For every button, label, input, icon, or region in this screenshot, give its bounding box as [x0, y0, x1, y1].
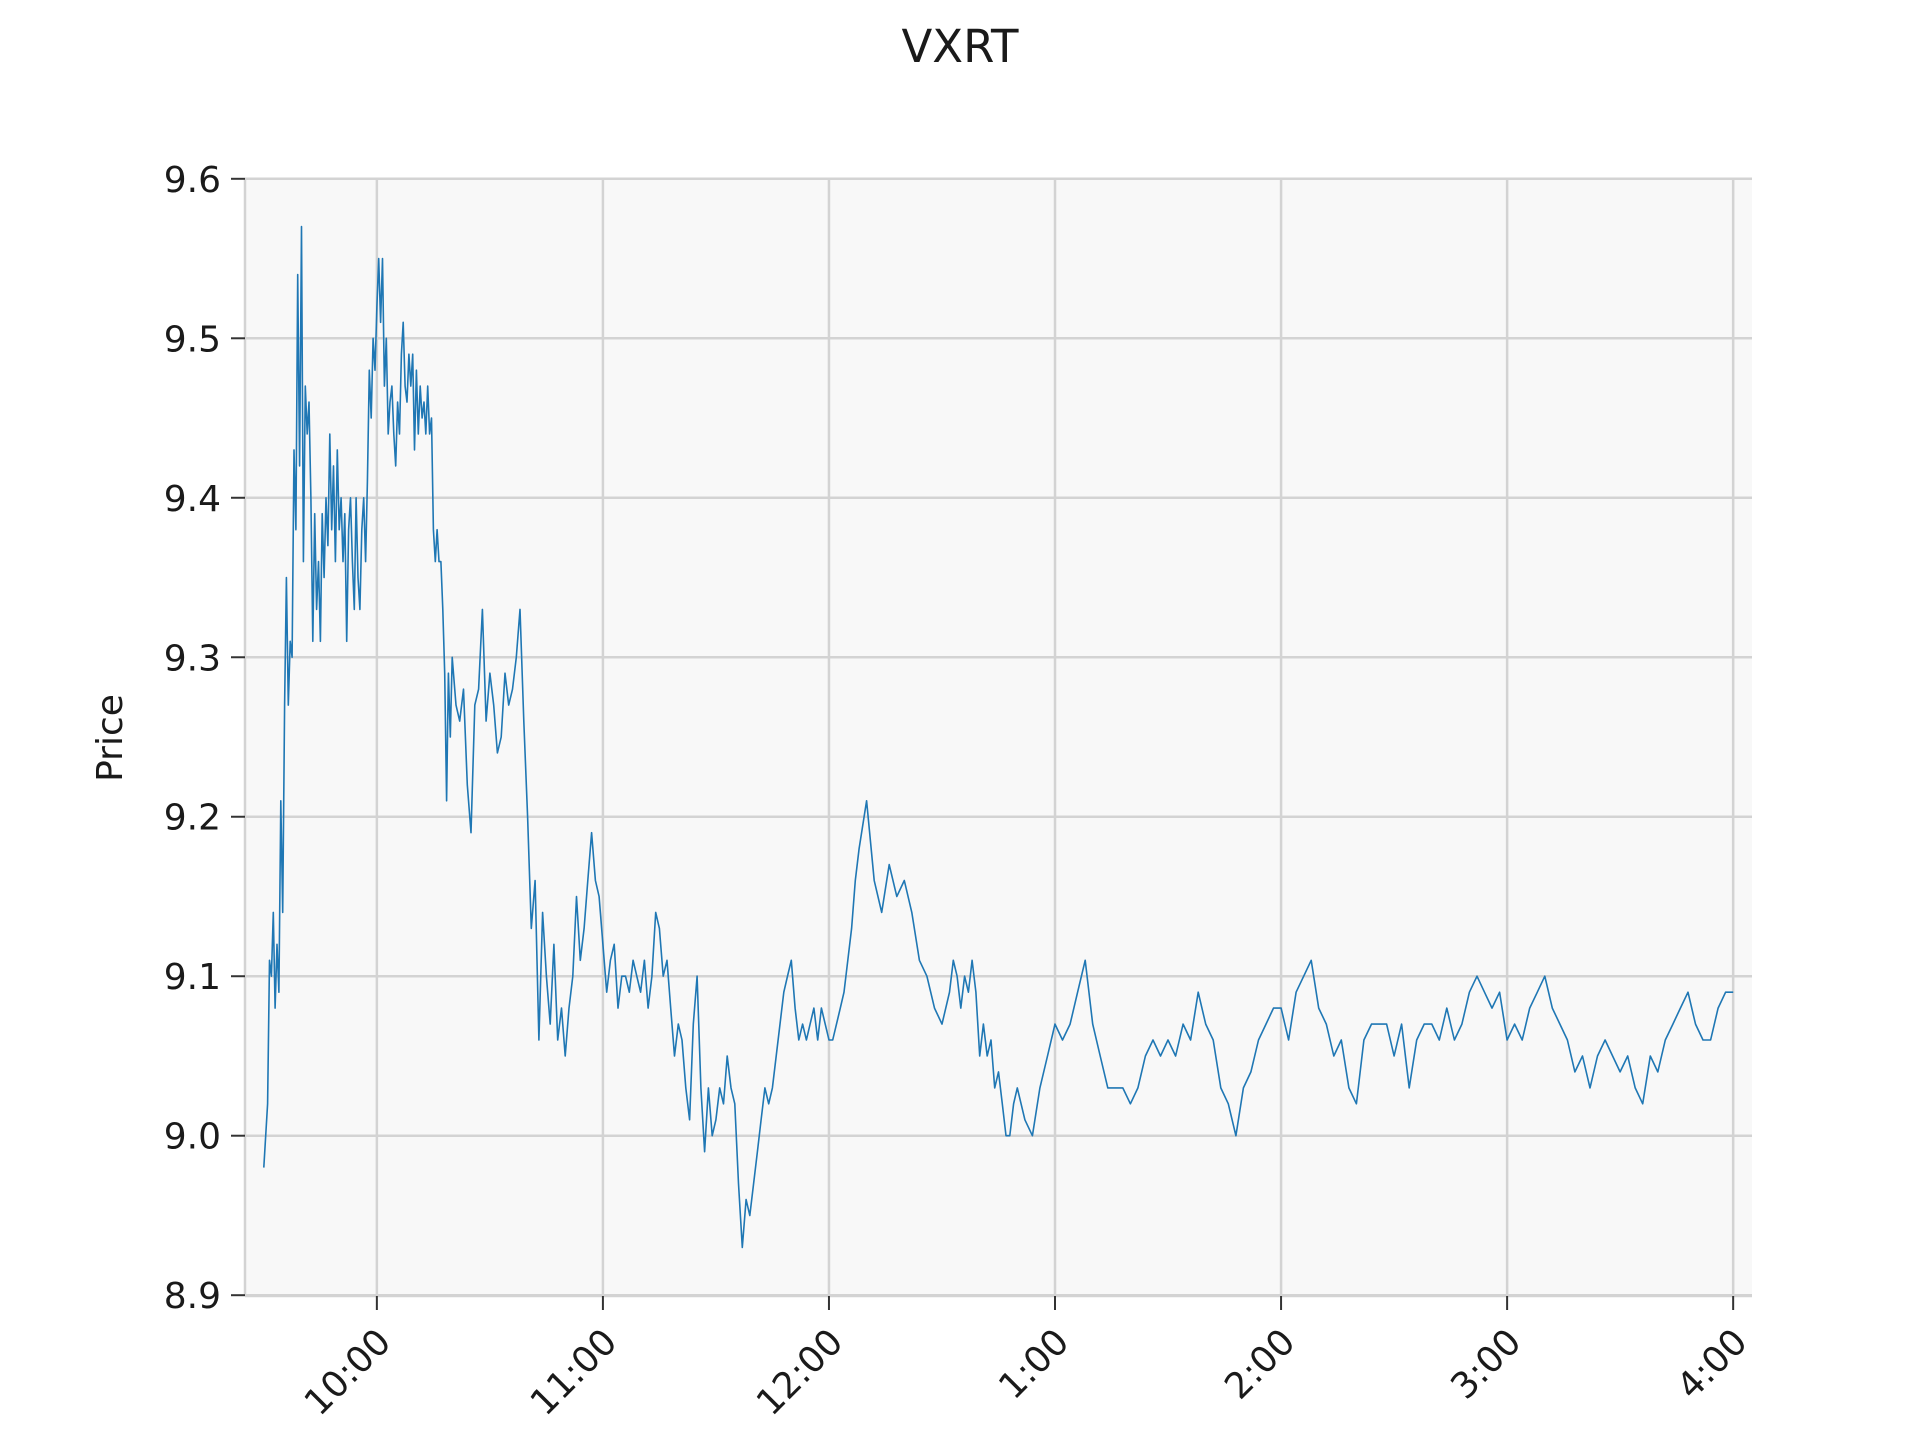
y-tick-label: 9.3: [164, 638, 221, 679]
y-tick-label: 9.2: [164, 798, 221, 839]
y-axis-label: Price: [90, 694, 131, 782]
plot-area: [245, 178, 1752, 1296]
y-tick-label: 9.6: [164, 160, 221, 201]
y-tick-label: 8.9: [164, 1276, 221, 1317]
y-tick-label: 9.4: [164, 479, 221, 520]
axes-layer: [243, 178, 1752, 1298]
series-layer: [263, 225, 1734, 1249]
y-tick-label: 9.1: [164, 957, 221, 998]
chart-title: VXRT: [901, 20, 1019, 73]
series-line-0: [263, 225, 1734, 1249]
x-grid: [375, 178, 1735, 1296]
y-ticks: 8.9 9.0 9.1 9.2 9.3 9.4 9.5 9.6: [164, 160, 245, 1317]
y-tick-label: 9.0: [164, 1117, 221, 1158]
y-tick-label: 9.5: [164, 319, 221, 360]
